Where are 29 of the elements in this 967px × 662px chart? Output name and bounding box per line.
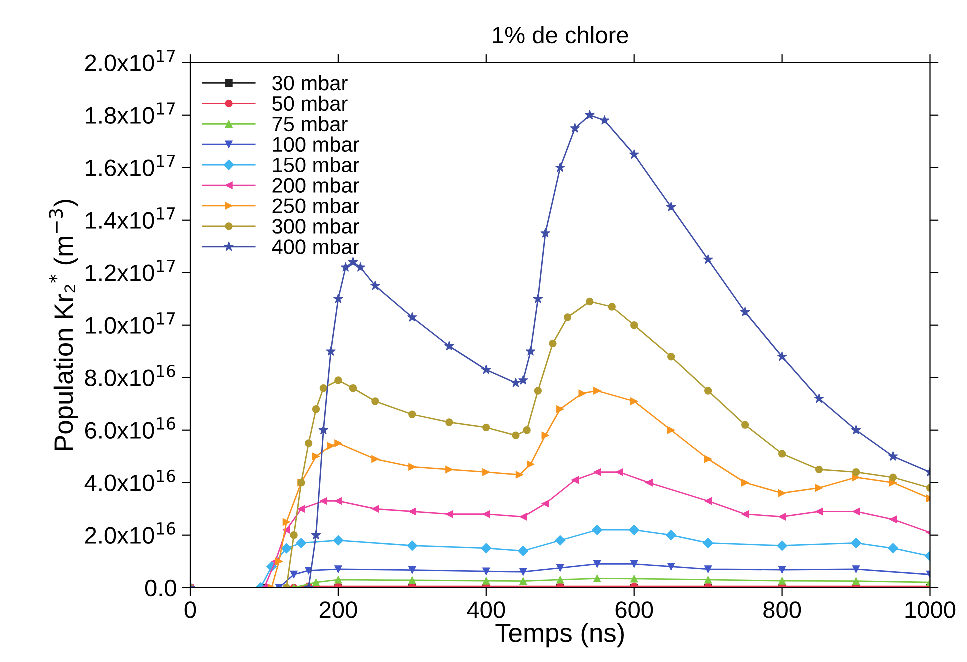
- y-tick-label: 1.0x10$^{17}$: [86, 312, 176, 334]
- legend-label: 100 mbar: [273, 136, 360, 152]
- y-tick-label: 4.0x10$^{16}$: [84, 470, 176, 492]
- legend-label: 150 mbar: [273, 157, 360, 173]
- y-axis-title: Population Kr₂$^{*}$ (m$^{−3}$): [49, 200, 78, 450]
- legend-label: 30 mbar: [272, 75, 348, 91]
- x-tick-label: 1000: [906, 602, 956, 618]
- y-tick-label: 6.0x10$^{16}$: [85, 417, 176, 439]
- y-tick-label: 0.0: [145, 580, 176, 597]
- legend-label: 200 mbar: [272, 178, 360, 194]
- legend-label: 400 mbar: [272, 239, 360, 254]
- y-tick-label: 1.2x10$^{17}$: [86, 260, 176, 282]
- legend-label: 300 mbar: [272, 218, 360, 234]
- x-tick-label: 800: [764, 602, 802, 618]
- legend-label: 75 mbar: [272, 116, 348, 132]
- y-tick-label: 1.4x10$^{17}$: [86, 208, 176, 230]
- y-tick-label: 2.0x10$^{17}$: [85, 50, 176, 72]
- legend-label: 250 mbar: [272, 198, 360, 214]
- x-tick-label: 0: [184, 602, 196, 618]
- x-tick-label: 600: [616, 602, 654, 618]
- x-tick-label: 200: [320, 602, 358, 618]
- legend-label: 50 mbar: [272, 96, 348, 112]
- chart-title: 1% de chlore: [493, 26, 628, 44]
- y-tick-label: 2.0x10$^{16}$: [85, 522, 176, 544]
- y-tick-label: 8.0x10$^{16}$: [85, 364, 176, 386]
- y-tick-label: 1.6x10$^{17}$: [86, 155, 176, 177]
- x-axis-title: Temps (ns): [496, 623, 624, 648]
- y-tick-label: 1.8x10$^{17}$: [86, 102, 176, 124]
- x-tick-label: 400: [467, 602, 506, 618]
